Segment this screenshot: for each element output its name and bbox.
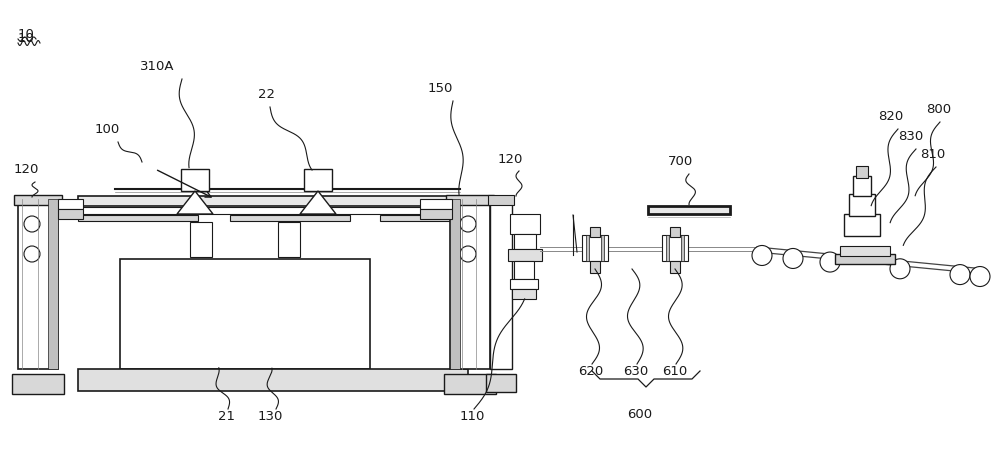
Bar	[849, 195, 875, 217]
Bar	[840, 247, 890, 257]
Bar	[681, 236, 684, 262]
Circle shape	[890, 259, 910, 279]
Circle shape	[460, 217, 476, 232]
Bar	[488, 195, 514, 206]
Bar	[648, 206, 730, 214]
Polygon shape	[177, 192, 213, 214]
Bar	[78, 207, 468, 214]
Bar	[508, 250, 542, 262]
Bar	[590, 262, 600, 274]
Bar	[853, 177, 871, 197]
Text: 100: 100	[95, 123, 120, 136]
Bar	[12, 374, 64, 394]
Bar	[510, 279, 538, 289]
Bar	[662, 236, 688, 262]
Bar	[514, 262, 534, 279]
Circle shape	[950, 265, 970, 285]
Text: 630: 630	[623, 364, 648, 377]
Bar	[670, 262, 680, 274]
Bar	[58, 200, 83, 210]
Text: 310A: 310A	[140, 60, 175, 73]
Bar	[450, 200, 460, 369]
Bar	[380, 216, 468, 221]
Bar	[444, 374, 496, 394]
Bar	[666, 236, 669, 262]
Text: 800: 800	[926, 103, 951, 116]
Text: 10: 10	[18, 32, 35, 45]
Bar	[304, 169, 332, 192]
Text: 620: 620	[578, 364, 603, 377]
Text: 700: 700	[668, 155, 693, 168]
Bar	[844, 215, 880, 237]
Bar	[181, 169, 209, 192]
Circle shape	[24, 217, 40, 232]
Bar	[48, 200, 58, 369]
Bar	[14, 195, 62, 206]
Bar	[78, 216, 198, 221]
Text: 21: 21	[218, 409, 235, 422]
Text: 22: 22	[258, 88, 275, 101]
Circle shape	[460, 246, 476, 263]
Circle shape	[752, 246, 772, 266]
Bar	[486, 374, 516, 392]
Text: 110: 110	[460, 409, 485, 422]
Bar	[78, 197, 468, 206]
Bar	[78, 369, 468, 391]
Circle shape	[820, 252, 840, 272]
Bar	[58, 210, 83, 219]
Circle shape	[783, 249, 803, 269]
Bar	[510, 214, 540, 234]
Circle shape	[24, 246, 40, 263]
Text: 120: 120	[498, 153, 523, 166]
Bar	[512, 289, 536, 300]
Bar	[514, 234, 536, 250]
Text: 810: 810	[920, 148, 945, 161]
Text: 600: 600	[627, 407, 652, 420]
Text: 120: 120	[14, 163, 39, 175]
Bar	[490, 205, 512, 369]
Bar	[230, 216, 350, 221]
Bar	[420, 200, 452, 210]
Text: 610: 610	[662, 364, 687, 377]
Polygon shape	[300, 192, 336, 214]
Text: 830: 830	[898, 130, 923, 143]
Bar	[120, 259, 370, 369]
Text: 820: 820	[878, 110, 903, 123]
Bar	[590, 227, 600, 238]
Bar	[18, 200, 58, 369]
Bar	[835, 255, 895, 265]
Bar	[278, 223, 300, 257]
Text: 150: 150	[428, 82, 453, 95]
Bar	[446, 195, 494, 206]
Text: 130: 130	[258, 409, 283, 422]
Bar	[670, 227, 680, 238]
Bar	[601, 236, 604, 262]
Bar	[586, 236, 589, 262]
Bar	[450, 200, 490, 369]
Bar	[420, 210, 452, 219]
Circle shape	[970, 267, 990, 287]
Bar	[582, 236, 608, 262]
Bar	[856, 167, 868, 179]
Bar	[190, 223, 212, 257]
Text: 10: 10	[18, 28, 35, 41]
